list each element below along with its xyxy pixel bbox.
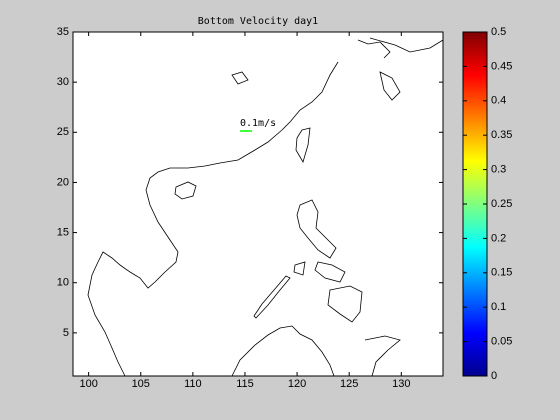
y-tick-label: 5 — [63, 327, 69, 339]
y-tick-label: 30 — [57, 76, 69, 88]
mainland-coast — [87, 37, 444, 377]
mindanao — [327, 285, 363, 323]
axes — [72, 31, 444, 377]
x-tick-label: 120 — [288, 378, 306, 390]
y-tick-label: 20 — [57, 176, 69, 188]
annotation: 0.1m/s — [240, 118, 276, 129]
y-tick-label: 10 — [57, 277, 69, 289]
colorbar-tick-label: 0.25 — [491, 198, 512, 210]
colorbar-tick-label: 0.2 — [491, 232, 506, 244]
x-tick-label: 115 — [236, 378, 254, 390]
x-tick-label: 100 — [79, 378, 97, 390]
colorbar-tick-label: 0.1 — [491, 301, 506, 313]
x-tick-label: 110 — [184, 378, 202, 390]
x-tick-label: 105 — [132, 378, 150, 390]
x-tick-label: 130 — [392, 378, 410, 390]
sulawesi — [364, 335, 401, 377]
colorbar-tick-label: 0 — [491, 370, 497, 382]
borneo — [231, 325, 335, 377]
y-tick-label: 15 — [57, 226, 69, 238]
y-tick-label: 25 — [57, 126, 69, 138]
colorbar-tick-label: 0.4 — [491, 95, 506, 107]
colorbar-tick-label: 0.35 — [491, 129, 512, 141]
colorbar-tick-label: 0.3 — [491, 164, 506, 176]
colorbar-tick-label: 0.05 — [491, 336, 512, 348]
northern-islands — [231, 39, 401, 101]
colorbar-tick-label: 0.45 — [491, 60, 512, 72]
luzon — [296, 199, 337, 259]
visayas — [293, 261, 346, 283]
chart-title: Bottom Velocity day1 — [198, 16, 318, 27]
y-tick-label: 35 — [57, 26, 69, 38]
hainan — [174, 181, 197, 200]
palawan — [253, 275, 291, 319]
colorbar-tick-label: 0.15 — [491, 267, 512, 279]
colorbar-tick-label: 0.5 — [491, 26, 506, 38]
taiwan — [295, 127, 311, 164]
x-tick-label: 125 — [340, 378, 358, 390]
coastlines — [87, 37, 444, 377]
